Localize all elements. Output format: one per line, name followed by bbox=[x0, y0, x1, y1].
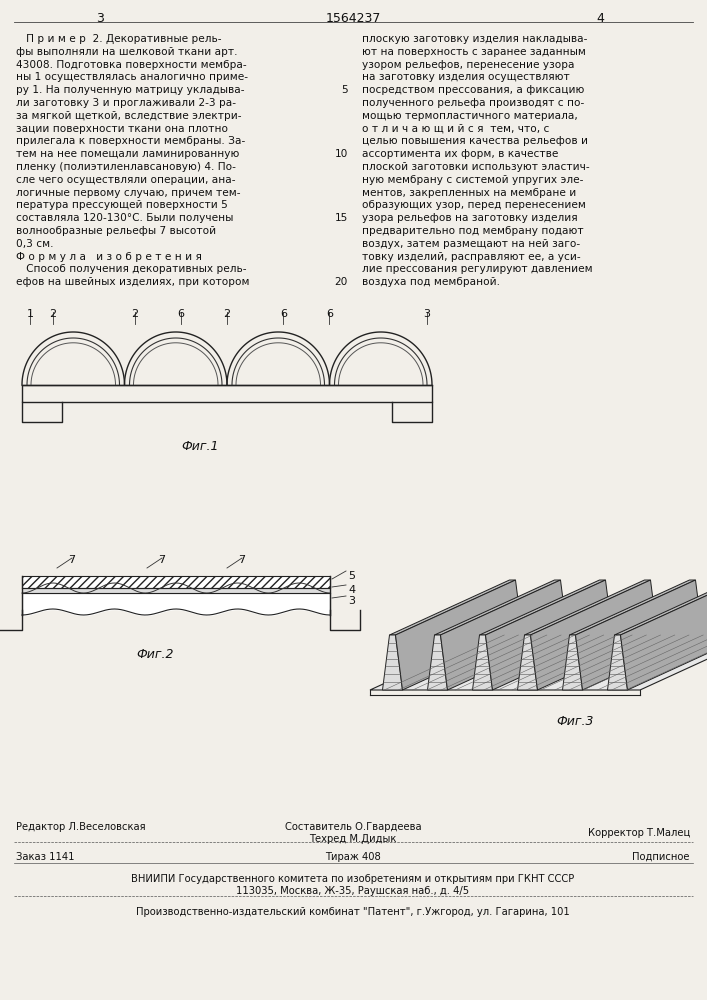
Polygon shape bbox=[382, 635, 402, 690]
Text: плоской заготовки используют эластич-: плоской заготовки используют эластич- bbox=[362, 162, 590, 172]
Polygon shape bbox=[22, 576, 330, 588]
Text: 5: 5 bbox=[348, 571, 355, 581]
Text: образующих узор, перед перенесением: образующих узор, перед перенесением bbox=[362, 200, 586, 210]
Text: 3: 3 bbox=[348, 596, 355, 606]
Text: ли заготовку 3 и проглаживали 2-3 ра-: ли заготовку 3 и проглаживали 2-3 ра- bbox=[16, 98, 236, 108]
Text: о т л и ч а ю щ и й с я  тем, что, с: о т л и ч а ю щ и й с я тем, что, с bbox=[362, 124, 549, 134]
Polygon shape bbox=[479, 580, 605, 635]
Text: полученного рельефа производят с по-: полученного рельефа производят с по- bbox=[362, 98, 584, 108]
Text: 1564237: 1564237 bbox=[325, 12, 380, 25]
Text: 2: 2 bbox=[223, 309, 230, 319]
Text: Фиг.2: Фиг.2 bbox=[136, 648, 174, 661]
Polygon shape bbox=[518, 635, 537, 690]
Polygon shape bbox=[607, 635, 628, 690]
Text: плоскую заготовку изделия накладыва-: плоскую заготовку изделия накладыва- bbox=[362, 34, 588, 44]
Polygon shape bbox=[614, 580, 707, 635]
Text: ны 1 осуществлялась аналогично приме-: ны 1 осуществлялась аналогично приме- bbox=[16, 72, 248, 82]
Text: 0,3 см.: 0,3 см. bbox=[16, 239, 54, 249]
Text: Тираж 408: Тираж 408 bbox=[325, 852, 381, 862]
Text: Фиг.3: Фиг.3 bbox=[556, 715, 594, 728]
Text: логичные первому случаю, причем тем-: логичные первому случаю, причем тем- bbox=[16, 188, 240, 198]
Text: Подписное: Подписное bbox=[633, 852, 690, 862]
Text: 20: 20 bbox=[334, 277, 348, 287]
Text: узором рельефов, перенесение узора: узором рельефов, перенесение узора bbox=[362, 60, 575, 70]
Text: предварительно под мембрану подают: предварительно под мембрану подают bbox=[362, 226, 583, 236]
Polygon shape bbox=[395, 580, 522, 690]
Text: Техред М.Дидык: Техред М.Дидык bbox=[309, 834, 397, 844]
Text: лие прессования регулируют давлением: лие прессования регулируют давлением bbox=[362, 264, 592, 274]
Text: мощью термопластичного материала,: мощью термопластичного материала, bbox=[362, 111, 578, 121]
Polygon shape bbox=[621, 580, 707, 690]
Text: товку изделий, расправляют ее, а уси-: товку изделий, расправляют ее, а уси- bbox=[362, 252, 580, 262]
Text: зации поверхности ткани она плотно: зации поверхности ткани она плотно bbox=[16, 124, 228, 134]
Text: ментов, закрепленных на мембране и: ментов, закрепленных на мембране и bbox=[362, 188, 576, 198]
Polygon shape bbox=[428, 635, 448, 690]
Text: 43008. Подготовка поверхности мембра-: 43008. Подготовка поверхности мембра- bbox=[16, 60, 247, 70]
Polygon shape bbox=[435, 580, 561, 635]
Polygon shape bbox=[563, 635, 583, 690]
Text: ефов на швейных изделиях, при котором: ефов на швейных изделиях, при котором bbox=[16, 277, 250, 287]
Text: Редактор Л.Веселовская: Редактор Л.Веселовская bbox=[16, 822, 146, 832]
Text: воздух, затем размещают на ней заго-: воздух, затем размещают на ней заго- bbox=[362, 239, 580, 249]
Text: 6: 6 bbox=[280, 309, 287, 319]
Text: на заготовку изделия осуществляют: на заготовку изделия осуществляют bbox=[362, 72, 570, 82]
Text: составляла 120-130°С. Были получены: составляла 120-130°С. Были получены bbox=[16, 213, 233, 223]
Text: 4: 4 bbox=[596, 12, 604, 25]
Text: 15: 15 bbox=[334, 213, 348, 223]
Text: ют на поверхность с заранее заданным: ют на поверхность с заранее заданным bbox=[362, 47, 586, 57]
Text: волнообразные рельефы 7 высотой: волнообразные рельефы 7 высотой bbox=[16, 226, 216, 236]
Text: узора рельефов на заготовку изделия: узора рельефов на заготовку изделия bbox=[362, 213, 578, 223]
Text: сле чего осуществляли операции, ана-: сле чего осуществляли операции, ана- bbox=[16, 175, 235, 185]
Text: 113035, Москва, Ж-35, Раушская наб., д. 4/5: 113035, Москва, Ж-35, Раушская наб., д. … bbox=[236, 886, 469, 896]
Text: Составитель О.Гвардеева: Составитель О.Гвардеева bbox=[285, 822, 421, 832]
Text: целью повышения качества рельефов и: целью повышения качества рельефов и bbox=[362, 136, 588, 146]
Text: 6: 6 bbox=[326, 309, 333, 319]
Polygon shape bbox=[575, 580, 703, 690]
Polygon shape bbox=[440, 580, 568, 690]
Text: Фиг.1: Фиг.1 bbox=[181, 440, 218, 453]
Text: 7: 7 bbox=[158, 555, 165, 565]
Text: пература прессующей поверхности 5: пература прессующей поверхности 5 bbox=[16, 200, 228, 210]
Text: ру 1. На полученную матрицу укладыва-: ру 1. На полученную матрицу укладыва- bbox=[16, 85, 245, 95]
Polygon shape bbox=[486, 580, 612, 690]
Polygon shape bbox=[570, 580, 696, 635]
Polygon shape bbox=[525, 580, 650, 635]
Text: 7: 7 bbox=[238, 555, 245, 565]
Text: ВНИИПИ Государственного комитета по изобретениям и открытиям при ГКНТ СССР: ВНИИПИ Государственного комитета по изоб… bbox=[132, 874, 575, 884]
Text: фы выполняли на шелковой ткани арт.: фы выполняли на шелковой ткани арт. bbox=[16, 47, 238, 57]
Text: Корректор Т.Малец: Корректор Т.Малец bbox=[588, 828, 690, 838]
Text: прилегала к поверхности мембраны. За-: прилегала к поверхности мембраны. За- bbox=[16, 136, 245, 146]
Text: Заказ 1141: Заказ 1141 bbox=[16, 852, 74, 862]
Polygon shape bbox=[530, 580, 658, 690]
Text: 1: 1 bbox=[26, 309, 33, 319]
Text: Способ получения декоративных рель-: Способ получения декоративных рель- bbox=[16, 264, 247, 274]
Text: 2: 2 bbox=[132, 309, 139, 319]
Polygon shape bbox=[472, 635, 493, 690]
Text: Производственно-издательский комбинат "Патент", г.Ужгород, ул. Гагарина, 101: Производственно-издательский комбинат "П… bbox=[136, 907, 570, 917]
Text: пленку (полиэтиленлавсановую) 4. По-: пленку (полиэтиленлавсановую) 4. По- bbox=[16, 162, 236, 172]
Text: воздуха под мембраной.: воздуха под мембраной. bbox=[362, 277, 500, 287]
Polygon shape bbox=[390, 580, 515, 635]
Text: Ф о р м у л а   и з о б р е т е н и я: Ф о р м у л а и з о б р е т е н и я bbox=[16, 252, 202, 262]
Text: П р и м е р  2. Декоративные рель-: П р и м е р 2. Декоративные рель- bbox=[16, 34, 221, 44]
Text: 3: 3 bbox=[96, 12, 104, 25]
Text: ную мембрану с системой упругих эле-: ную мембрану с системой упругих эле- bbox=[362, 175, 583, 185]
Text: 7: 7 bbox=[69, 555, 76, 565]
Polygon shape bbox=[370, 635, 707, 690]
Text: посредством прессования, а фиксацию: посредством прессования, а фиксацию bbox=[362, 85, 585, 95]
Text: тем на нее помещали ламинированную: тем на нее помещали ламинированную bbox=[16, 149, 240, 159]
Text: 5: 5 bbox=[341, 85, 348, 95]
Text: 6: 6 bbox=[177, 309, 185, 319]
Text: 3: 3 bbox=[423, 309, 431, 319]
Text: 10: 10 bbox=[334, 149, 348, 159]
Text: ассортимента их форм, в качестве: ассортимента их форм, в качестве bbox=[362, 149, 559, 159]
Text: 4: 4 bbox=[348, 585, 355, 595]
Text: за мягкой щеткой, вследствие электри-: за мягкой щеткой, вследствие электри- bbox=[16, 111, 242, 121]
Text: 2: 2 bbox=[49, 309, 57, 319]
